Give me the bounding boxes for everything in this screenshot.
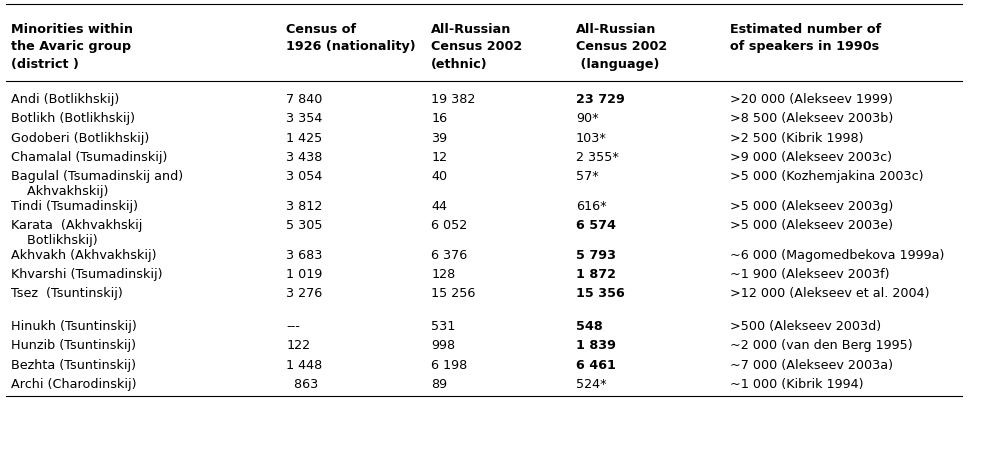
- Text: Census 2002: Census 2002: [576, 40, 667, 53]
- Text: >8 500 (Alekseev 2003b): >8 500 (Alekseev 2003b): [731, 112, 894, 125]
- Text: Godoberi (Botlikhskij): Godoberi (Botlikhskij): [11, 132, 149, 145]
- Text: 524*: 524*: [576, 378, 606, 391]
- Text: ---: ---: [286, 320, 300, 333]
- Text: 6 052: 6 052: [431, 219, 467, 232]
- Text: 23 729: 23 729: [576, 93, 625, 106]
- Text: 89: 89: [431, 378, 447, 391]
- Text: 3 354: 3 354: [286, 112, 323, 125]
- Text: Andi (Botlikhskij): Andi (Botlikhskij): [11, 93, 119, 106]
- Text: ~1 000 (Kibrik 1994): ~1 000 (Kibrik 1994): [731, 378, 864, 391]
- Text: 5 793: 5 793: [576, 249, 616, 262]
- Text: 1 839: 1 839: [576, 339, 616, 352]
- Text: (district ): (district ): [11, 58, 79, 71]
- Text: 12: 12: [431, 151, 447, 164]
- Text: 3 276: 3 276: [286, 287, 322, 300]
- Text: the Avaric group: the Avaric group: [11, 40, 131, 53]
- Text: ~2 000 (van den Berg 1995): ~2 000 (van den Berg 1995): [731, 339, 913, 352]
- Text: Chamalal (Tsumadinskij): Chamalal (Tsumadinskij): [11, 151, 167, 164]
- Text: ~1 900 (Alekseev 2003f): ~1 900 (Alekseev 2003f): [731, 268, 890, 281]
- Text: (language): (language): [576, 58, 659, 71]
- Text: Tindi (Tsumadinskij): Tindi (Tsumadinskij): [11, 200, 138, 213]
- Text: Khvarshi (Tsumadinskij): Khvarshi (Tsumadinskij): [11, 268, 163, 281]
- Text: 531: 531: [431, 320, 455, 333]
- Text: 863: 863: [286, 378, 318, 391]
- Text: >5 000 (Alekseev 2003e): >5 000 (Alekseev 2003e): [731, 219, 894, 232]
- Text: 57*: 57*: [576, 170, 598, 183]
- Text: 3 812: 3 812: [286, 200, 323, 213]
- Text: 1 019: 1 019: [286, 268, 323, 281]
- Text: 19 382: 19 382: [431, 93, 475, 106]
- Text: 6 574: 6 574: [576, 219, 616, 232]
- Text: 7 840: 7 840: [286, 93, 323, 106]
- Text: 44: 44: [431, 200, 447, 213]
- Text: Hunzib (Tsuntinskij): Hunzib (Tsuntinskij): [11, 339, 136, 352]
- Text: of speakers in 1990s: of speakers in 1990s: [731, 40, 880, 53]
- Text: >5 000 (Alekseev 2003g): >5 000 (Alekseev 2003g): [731, 200, 894, 213]
- Text: 1 872: 1 872: [576, 268, 616, 281]
- Text: 1 425: 1 425: [286, 132, 322, 145]
- Text: Minorities within: Minorities within: [11, 23, 133, 36]
- Text: ~6 000 (Magomedbekova 1999a): ~6 000 (Magomedbekova 1999a): [731, 249, 944, 262]
- Text: 616*: 616*: [576, 200, 606, 213]
- Text: 128: 128: [431, 268, 455, 281]
- Text: Census 2002: Census 2002: [431, 40, 522, 53]
- Text: Botlikh (Botlikhskij): Botlikh (Botlikhskij): [11, 112, 135, 125]
- Text: >500 (Alekseev 2003d): >500 (Alekseev 2003d): [731, 320, 882, 333]
- Text: 16: 16: [431, 112, 447, 125]
- Text: 39: 39: [431, 132, 447, 145]
- Text: 103*: 103*: [576, 132, 606, 145]
- Text: 1926 (nationality): 1926 (nationality): [286, 40, 415, 53]
- Text: 998: 998: [431, 339, 455, 352]
- Text: >5 000 (Kozhemjakina 2003c): >5 000 (Kozhemjakina 2003c): [731, 170, 923, 183]
- Text: 3 438: 3 438: [286, 151, 323, 164]
- Text: 6 461: 6 461: [576, 358, 616, 372]
- Text: All-Russian: All-Russian: [431, 23, 512, 36]
- Text: 90*: 90*: [576, 112, 598, 125]
- Text: Hinukh (Tsuntinskij): Hinukh (Tsuntinskij): [11, 320, 137, 333]
- Text: 548: 548: [576, 320, 602, 333]
- Text: 1 448: 1 448: [286, 358, 322, 372]
- Text: >20 000 (Alekseev 1999): >20 000 (Alekseev 1999): [731, 93, 894, 106]
- Text: All-Russian: All-Russian: [576, 23, 656, 36]
- Text: Archi (Charodinskij): Archi (Charodinskij): [11, 378, 136, 391]
- Text: 15 356: 15 356: [576, 287, 624, 300]
- Text: Akhvakhskij): Akhvakhskij): [11, 186, 108, 198]
- Text: 6 376: 6 376: [431, 249, 467, 262]
- Text: Bagulal (Tsumadinskij and): Bagulal (Tsumadinskij and): [11, 170, 183, 183]
- Text: >2 500 (Kibrik 1998): >2 500 (Kibrik 1998): [731, 132, 864, 145]
- Text: Estimated number of: Estimated number of: [731, 23, 882, 36]
- Text: 2 355*: 2 355*: [576, 151, 619, 164]
- Text: Bezhta (Tsuntinskij): Bezhta (Tsuntinskij): [11, 358, 136, 372]
- Text: >12 000 (Alekseev et al. 2004): >12 000 (Alekseev et al. 2004): [731, 287, 930, 300]
- Text: (ethnic): (ethnic): [431, 58, 488, 71]
- Text: 6 198: 6 198: [431, 358, 467, 372]
- Text: >9 000 (Alekseev 2003c): >9 000 (Alekseev 2003c): [731, 151, 893, 164]
- Text: 40: 40: [431, 170, 447, 183]
- Text: ~7 000 (Alekseev 2003a): ~7 000 (Alekseev 2003a): [731, 358, 894, 372]
- Text: 122: 122: [286, 339, 310, 352]
- Text: 3 054: 3 054: [286, 170, 323, 183]
- Text: Tsez  (Tsuntinskij): Tsez (Tsuntinskij): [11, 287, 123, 300]
- Text: Census of: Census of: [286, 23, 357, 36]
- Text: 3 683: 3 683: [286, 249, 323, 262]
- Text: 15 256: 15 256: [431, 287, 475, 300]
- Text: Karata  (Akhvakhskij: Karata (Akhvakhskij: [11, 219, 142, 232]
- Text: 5 305: 5 305: [286, 219, 323, 232]
- Text: Botlikhskij): Botlikhskij): [11, 235, 97, 248]
- Text: Akhvakh (Akhvakhskij): Akhvakh (Akhvakhskij): [11, 249, 156, 262]
